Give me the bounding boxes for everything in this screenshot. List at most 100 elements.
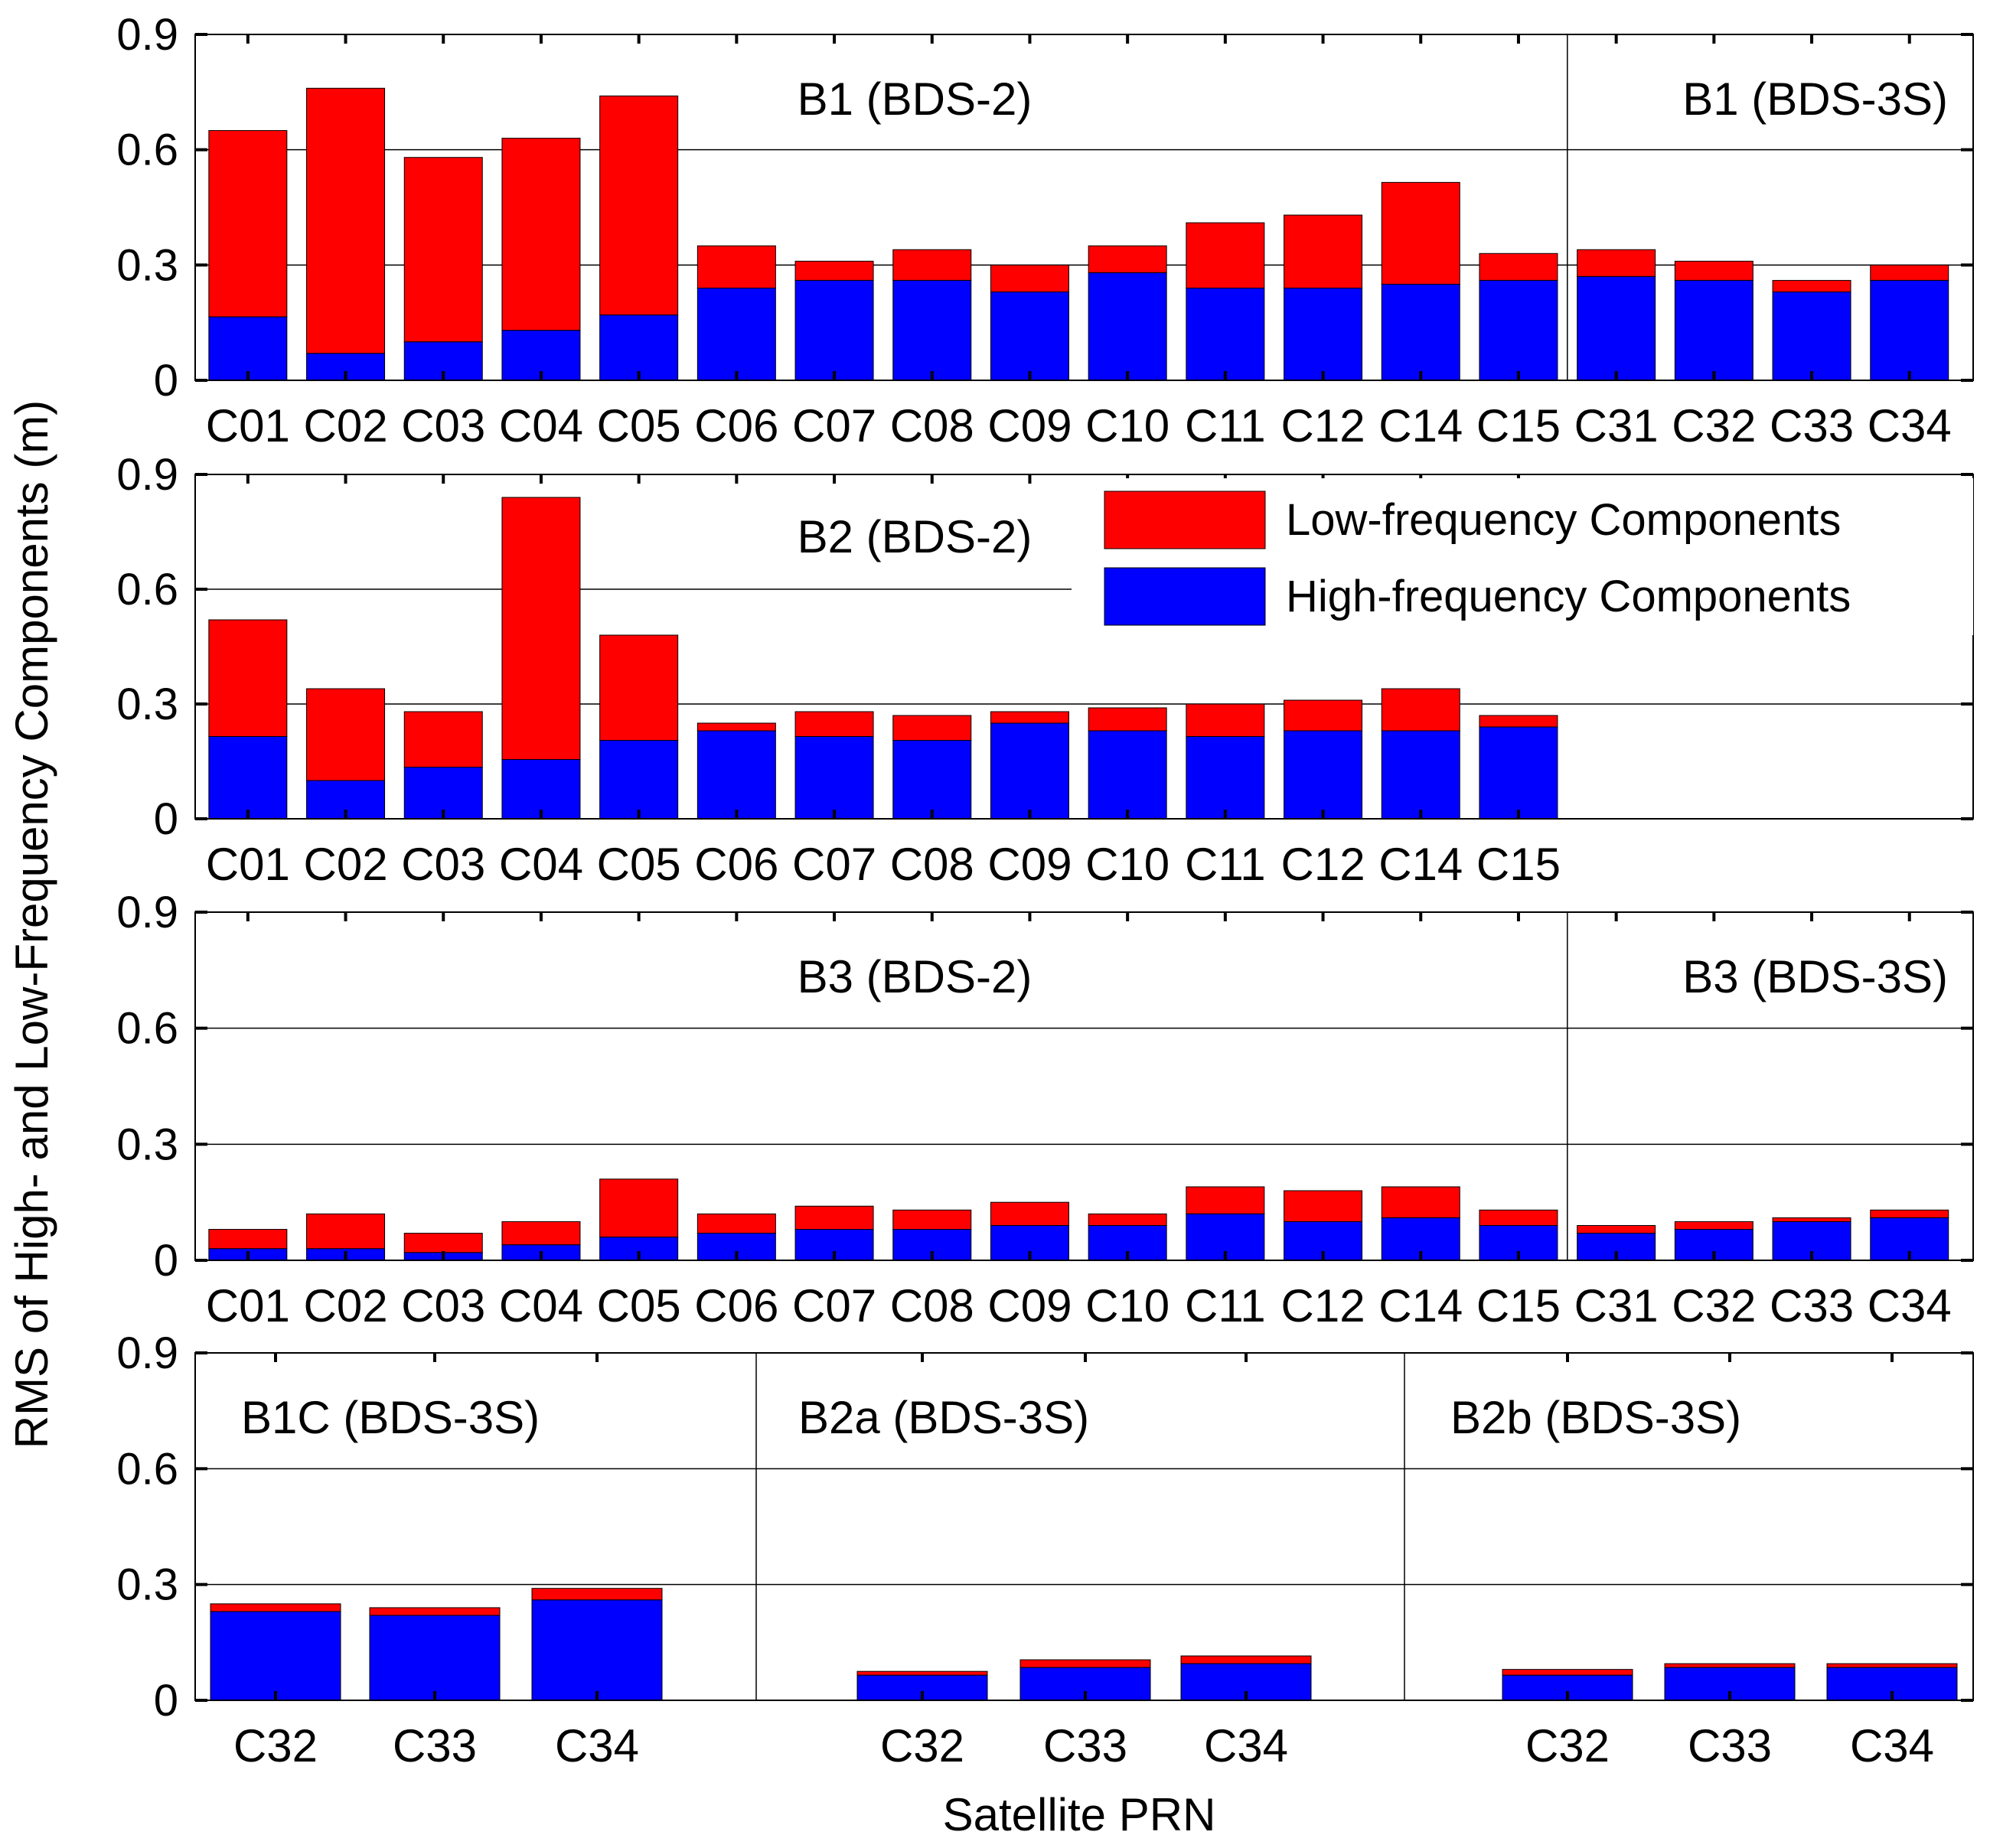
bar-low-frequency	[696, 245, 776, 288]
x-tick-label: C08	[890, 1280, 974, 1331]
bar-high-frequency	[794, 736, 874, 820]
bar-low-frequency	[1479, 715, 1558, 728]
panel-4: 0 0.3 0.6 0.9 C32 C33 C34 C32 C33 C34 C32 C33 C34 B1C…	[116, 1328, 1974, 1771]
x-tick-label: C31	[1574, 400, 1659, 451]
bar-low-frequency	[1284, 214, 1363, 288]
bar-high-frequency	[1674, 279, 1753, 381]
x-tick-label: C08	[890, 400, 974, 451]
y-tick-label: 0.9	[116, 1328, 178, 1378]
x-tick-label: C09	[987, 839, 1072, 890]
x-tick-label: C34	[1868, 400, 1952, 451]
x-tick-label: C09	[987, 1280, 1072, 1331]
x-tick-label: C14	[1378, 1280, 1463, 1331]
x-tick-label: C02	[304, 400, 388, 451]
y-tick-label: 0	[154, 356, 178, 406]
bar-low-frequency	[1772, 279, 1851, 292]
bar-low-frequency	[892, 1209, 972, 1230]
x-tick-label: C10	[1085, 839, 1170, 890]
bar-low-frequency	[892, 715, 972, 741]
bar-low-frequency	[599, 95, 679, 316]
bar-high-frequency	[1088, 272, 1167, 381]
x-tick-label: C01	[206, 400, 290, 451]
bar-low-frequency	[1577, 1225, 1656, 1234]
y-tick-label: 0.3	[116, 240, 178, 290]
section-title: B2b (BDS-3S)	[1450, 1392, 1741, 1443]
x-tick-label: C06	[694, 1280, 778, 1331]
x-tick-label: C11	[1185, 400, 1266, 451]
legend-label: High-frequency Components	[1286, 572, 1851, 621]
y-tick-label: 0.6	[116, 1444, 178, 1494]
bar-high-frequency	[1088, 730, 1167, 820]
bar-high-frequency	[599, 315, 679, 381]
x-tick-label: C31	[1574, 1280, 1659, 1331]
bar-low-frequency	[1186, 1186, 1265, 1214]
bar-high-frequency	[892, 279, 972, 381]
x-tick-label: C07	[792, 400, 876, 451]
bar-low-frequency	[1284, 699, 1363, 732]
panel-2: 0 0.3 0.6 0.9 C01 C02 C03 C04 C05 C06 C07 C08 C09 C10…	[116, 450, 1974, 890]
bar-low-frequency	[1826, 1663, 1958, 1668]
bar-low-frequency	[990, 1201, 1069, 1226]
legend-swatch	[1104, 491, 1266, 549]
x-tick-label: C09	[987, 400, 1072, 451]
x-tick-label: C33	[393, 1720, 477, 1771]
axes-frame	[194, 34, 1974, 381]
x-tick-label: C05	[597, 839, 681, 890]
bar-low-frequency	[1674, 260, 1753, 281]
x-tick-label: C14	[1378, 400, 1463, 451]
panel-1: 0 0.3 0.6 0.9 C01 C02 C03 C04 C05 C06 C07 C08 C09 C10…	[116, 10, 1974, 451]
y-tick-label: 0.6	[116, 565, 178, 614]
x-tick-label: C01	[206, 1280, 290, 1331]
bar-high-frequency	[1381, 730, 1460, 820]
bar-high-frequency	[990, 722, 1069, 820]
bar-high-frequency	[599, 740, 679, 820]
x-tick-label: C01	[206, 839, 290, 890]
x-tick-label: C12	[1281, 839, 1365, 890]
axes-frame	[194, 911, 1974, 1261]
bar-low-frequency	[501, 1221, 581, 1246]
x-tick-label: C33	[1770, 400, 1854, 451]
bar-high-frequency	[1870, 279, 1949, 381]
bar-low-frequency	[208, 130, 288, 318]
bar-low-frequency	[990, 264, 1069, 292]
x-tick-label: C32	[1672, 400, 1756, 451]
bar-low-frequency	[1870, 1209, 1949, 1218]
x-tick-label: C03	[401, 1280, 485, 1331]
bar-low-frequency	[794, 711, 874, 737]
bar-low-frequency	[1186, 703, 1265, 737]
bar-low-frequency	[1381, 1186, 1460, 1218]
bar-low-frequency	[794, 1205, 874, 1230]
legend: Low-frequency Components High-frequency C…	[1072, 478, 1973, 635]
bar-low-frequency	[1381, 688, 1460, 732]
x-tick-label: C06	[694, 839, 778, 890]
x-tick-label: C02	[304, 839, 388, 890]
bar-low-frequency	[1870, 264, 1949, 281]
bar-high-frequency	[1284, 730, 1363, 820]
bar-low-frequency	[1180, 1655, 1312, 1664]
bar-low-frequency	[501, 138, 581, 331]
x-tick-label: C04	[499, 400, 583, 451]
bar-low-frequency	[403, 157, 483, 343]
bar-low-frequency	[696, 1213, 776, 1234]
x-tick-label: C05	[597, 1280, 681, 1331]
bar-low-frequency	[599, 1178, 679, 1238]
x-tick-label: C32	[1672, 1280, 1756, 1331]
bar-low-frequency	[403, 1233, 483, 1253]
x-tick-label: C34	[555, 1720, 639, 1771]
bar-high-frequency	[1284, 287, 1363, 381]
y-axis-title: RMS of High- and Low-Frequency Component…	[6, 400, 57, 1449]
bar-high-frequency	[1186, 287, 1265, 381]
x-tick-label: C15	[1476, 400, 1561, 451]
bar-low-frequency	[208, 1229, 288, 1250]
bar-high-frequency	[696, 287, 776, 381]
bar-high-frequency	[1479, 279, 1558, 381]
bar-low-frequency	[599, 634, 679, 741]
x-tick-label: C08	[890, 839, 974, 890]
x-tick-label: C34	[1850, 1720, 1934, 1771]
bar-high-frequency	[369, 1615, 501, 1701]
x-tick-label: C33	[1770, 1280, 1854, 1331]
x-tick-label: C32	[1525, 1720, 1610, 1771]
y-tick-label: 0	[154, 1236, 178, 1286]
x-tick-label: C33	[1688, 1720, 1772, 1771]
